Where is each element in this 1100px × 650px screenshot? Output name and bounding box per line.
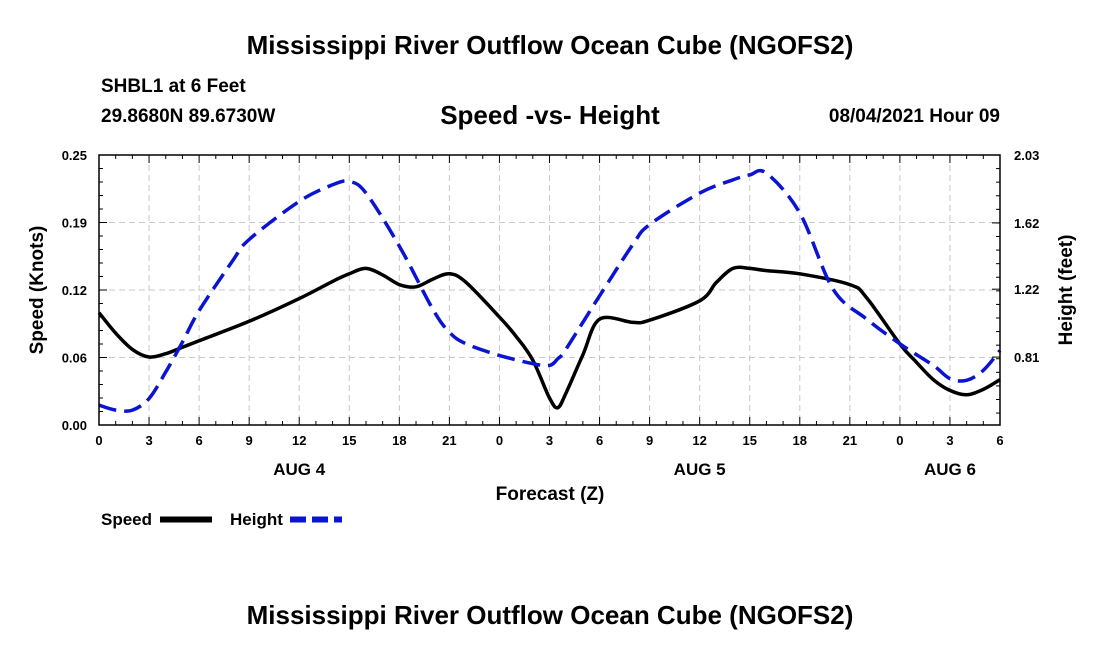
page-title: Mississippi River Outflow Ocean Cube (NG… — [246, 30, 854, 60]
axes: 0 3 6 9 12 15 18 21 0 3 6 9 12 15 18 21 0 3 6 AUG 4 AUG 5 AUG… — [62, 148, 1040, 479]
y-tick-label: 0.19 — [62, 216, 87, 231]
x-axis-title: Forecast (Z) — [496, 484, 605, 505]
x-tick-label: 9 — [646, 433, 653, 448]
x-tick-label: 0 — [95, 433, 102, 448]
y-tick-label: 0.00 — [62, 418, 87, 433]
grid-lines — [99, 155, 1000, 425]
date-label: AUG 4 — [273, 460, 326, 479]
x-tick-label: 15 — [742, 433, 756, 448]
x-tick-label: 3 — [546, 433, 553, 448]
x-tick-label: 18 — [793, 433, 807, 448]
x-tick-label: 12 — [692, 433, 706, 448]
x-tick-label: 9 — [246, 433, 253, 448]
x-tick-label: 0 — [896, 433, 903, 448]
station-label: SHBL1 at 6 Feet — [101, 76, 246, 97]
x-tick-label: 0 — [496, 433, 503, 448]
x-tick-label: 18 — [392, 433, 406, 448]
date-label: AUG 5 — [674, 460, 726, 479]
y-tick-label: 0.06 — [62, 351, 87, 366]
legend-height-label: Height — [230, 510, 283, 529]
plot-frame — [98, 154, 1001, 426]
y-tick-label: 0.25 — [62, 148, 87, 163]
x-tick-label: 21 — [843, 433, 857, 448]
x-tick-label: 6 — [596, 433, 603, 448]
footer-title: Mississippi River Outflow Ocean Cube (NG… — [246, 600, 854, 630]
series-lines — [97, 168, 1002, 413]
coordinates-label: 29.8680N 89.6730W — [101, 106, 276, 127]
y-tick-label: 0.12 — [62, 283, 87, 298]
legend: Speed Height — [101, 510, 342, 529]
x-tick-label: 3 — [946, 433, 953, 448]
x-tick-label: 12 — [292, 433, 306, 448]
date-label: AUG 6 — [924, 460, 976, 479]
series-height-line — [98, 168, 1002, 413]
y2-tick-label: 1.62 — [1014, 216, 1039, 231]
series-speed-line — [97, 265, 1001, 410]
y2-tick-label: 1.22 — [1014, 282, 1039, 297]
chart-subtitle: Speed -vs- Height — [440, 100, 660, 130]
x-tick-label: 3 — [145, 433, 152, 448]
x-tick-label: 21 — [442, 433, 456, 448]
y2-tick-label: 2.03 — [1014, 148, 1039, 163]
y2-axis-title: Height (feet) — [1056, 235, 1077, 346]
y2-tick-label: 0.81 — [1014, 350, 1039, 365]
x-tick-label: 6 — [996, 433, 1003, 448]
datetime-label: 08/04/2021 Hour 09 — [828, 106, 1000, 127]
x-tick-label: 15 — [342, 433, 356, 448]
x-tick-label: 6 — [195, 433, 202, 448]
legend-speed-label: Speed — [101, 510, 152, 529]
y-axis-title: Speed (Knots) — [27, 226, 48, 355]
